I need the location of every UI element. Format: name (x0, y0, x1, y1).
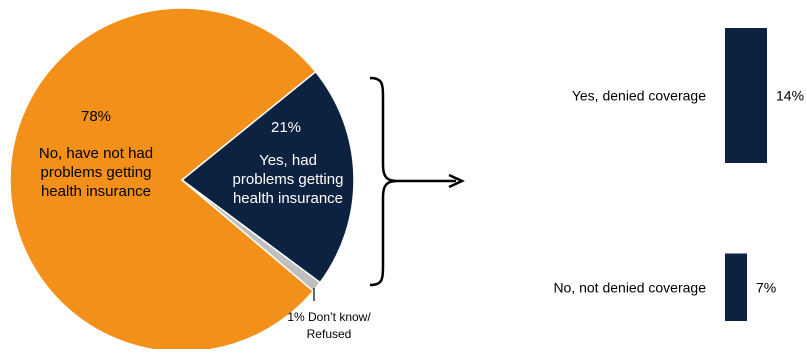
bar (725, 253, 747, 321)
pie-slice-label: problems getting (233, 171, 344, 188)
pie-slice-label: Yes, had (259, 152, 317, 169)
pie-slice-label: problems getting (41, 164, 152, 181)
pie-slice (180, 70, 355, 284)
pie-chart: 78% No, have not had problems getting healt… (9, 7, 371, 353)
pie-value-label: 21% (271, 119, 301, 136)
pie-slice-label: Refused (307, 327, 352, 341)
arrow-head-icon (448, 173, 465, 189)
pie-slice-label: health insurance (233, 190, 343, 207)
bar-category-label: Yes, denied coverage (572, 88, 706, 104)
brace-connector (369, 76, 398, 287)
pie-slice (181, 179, 322, 293)
bar-value-label: 14% (776, 88, 804, 104)
pie-slice-label: 1% Don’t know/ (287, 310, 371, 324)
bar-category-label: No, not denied coverage (553, 279, 706, 295)
pie-slice-label: health insurance (41, 183, 151, 200)
pie-slice-label: No, have not had (39, 145, 153, 162)
pie-value-label: 78% (81, 108, 111, 125)
bar-chart: Yes, denied coverage 14% No, not denied co… (553, 28, 804, 321)
bar-value-label: 7% (756, 279, 776, 295)
bar (725, 28, 767, 163)
